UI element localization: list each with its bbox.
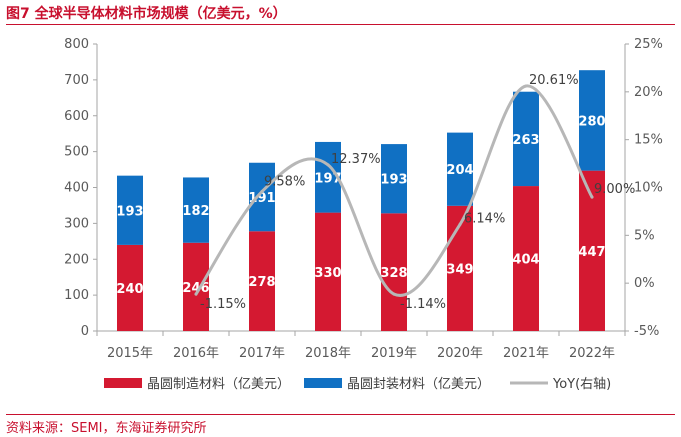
y-tick-label: 600	[64, 109, 89, 124]
yoy-point	[524, 84, 528, 88]
bar-label-manufacturing: 330	[314, 266, 341, 281]
bar-manufacturing	[381, 213, 407, 331]
bar-manufacturing	[183, 242, 209, 331]
legend: 晶圆制造材料（亿美元） 晶圆封装材料（亿美元） YoY(右轴)	[104, 377, 611, 392]
chart-title: 图7 全球半导体材料市场规模（亿美元，%）	[6, 6, 287, 22]
bar-packaging	[447, 132, 473, 206]
legend-label-yoy: YoY(右轴)	[552, 377, 611, 392]
y2-tick-label: 5%	[634, 228, 655, 243]
x-tick-label: 2018年	[305, 346, 351, 361]
y2-tick-label: -5%	[634, 324, 659, 339]
yoy-point	[326, 163, 330, 167]
x-tick-label: 2017年	[239, 346, 285, 361]
x-tick-label: 2019年	[371, 346, 417, 361]
yoy-line-group: -1.15% 9.58% 12.37% -1.14% 6.14% 20.61% 9.00%	[194, 73, 635, 312]
bar-packaging	[513, 91, 539, 187]
bar-label-packaging: 182	[182, 204, 209, 219]
bar-label-manufacturing: 278	[248, 275, 275, 290]
yoy-data-label: -1.14%	[400, 297, 446, 312]
bar-label-manufacturing: 328	[380, 266, 407, 281]
bar-packaging	[249, 162, 275, 232]
bar-label-packaging: 191	[248, 191, 275, 206]
legend-label-packaging: 晶圆封装材料（亿美元）	[347, 377, 490, 392]
y-tick-label: 800	[64, 37, 89, 52]
y2-tick-label: 15%	[634, 133, 663, 148]
y-tick-label: 100	[64, 288, 89, 303]
x-tick-label: 2016年	[173, 346, 219, 361]
bar-label-packaging: 280	[578, 114, 605, 129]
yoy-point	[260, 190, 264, 194]
y-tick-label: 300	[64, 216, 89, 231]
yoy-data-label: 6.14%	[464, 211, 505, 226]
yoy-point	[458, 222, 462, 226]
bar-packaging	[117, 175, 143, 245]
title-rule	[6, 24, 675, 25]
yoy-data-label: 12.37%	[331, 152, 381, 167]
bar-packaging	[579, 70, 605, 171]
axes: 0 100 200 300 400 500 600 700 800 -5% 0% 5% 10% 15% 20…	[64, 37, 663, 361]
y-tick-label: 200	[64, 252, 89, 267]
yoy-point	[392, 292, 396, 296]
bar-manufacturing	[249, 231, 275, 331]
bar-packaging	[381, 144, 407, 214]
y-tick-label: 400	[64, 181, 89, 196]
yoy-data-label: 9.00%	[594, 182, 635, 197]
bar-label-packaging: 204	[446, 163, 473, 178]
x-tick-label: 2021年	[503, 346, 549, 361]
y2-tick-label: 20%	[634, 85, 663, 100]
bar-manufacturing	[513, 186, 539, 331]
bar-label-manufacturing: 349	[446, 262, 473, 277]
bar-label-manufacturing: 240	[116, 282, 143, 297]
y2-tick-label: 25%	[634, 37, 663, 52]
x-tick-label: 2022年	[569, 346, 615, 361]
bar-label-manufacturing: 404	[512, 253, 539, 268]
y-tick-label: 0	[81, 324, 89, 339]
yoy-data-label: -1.15%	[200, 297, 246, 312]
bar-label-packaging: 193	[380, 173, 407, 188]
y2-tick-label: 0%	[634, 276, 655, 291]
y-tick-label: 500	[64, 145, 89, 160]
bar-manufacturing	[117, 244, 143, 331]
legend-swatch-packaging	[304, 378, 342, 388]
yoy-data-label: 20.61%	[529, 73, 579, 88]
bars: 2401932461822781913301973281933492044042…	[116, 70, 606, 331]
yoy-point	[194, 292, 198, 296]
bar-manufacturing	[315, 212, 341, 331]
source-note: 资料来源：SEMI，东海证券研究所	[6, 421, 207, 436]
legend-swatch-manufacturing	[104, 378, 142, 388]
y2-tick-label: 10%	[634, 181, 663, 196]
bar-label-manufacturing: 447	[578, 245, 605, 260]
bar-label-packaging: 193	[116, 204, 143, 219]
yoy-point	[590, 195, 594, 199]
x-tick-label: 2020年	[437, 346, 483, 361]
legend-label-manufacturing: 晶圆制造材料（亿美元）	[147, 377, 290, 392]
bar-label-packaging: 263	[512, 133, 539, 148]
x-tick-label: 2015年	[107, 346, 153, 361]
source-rule	[6, 414, 675, 415]
y-tick-label: 700	[64, 73, 89, 88]
yoy-data-label: 9.58%	[264, 175, 305, 190]
bar-packaging	[183, 177, 209, 243]
